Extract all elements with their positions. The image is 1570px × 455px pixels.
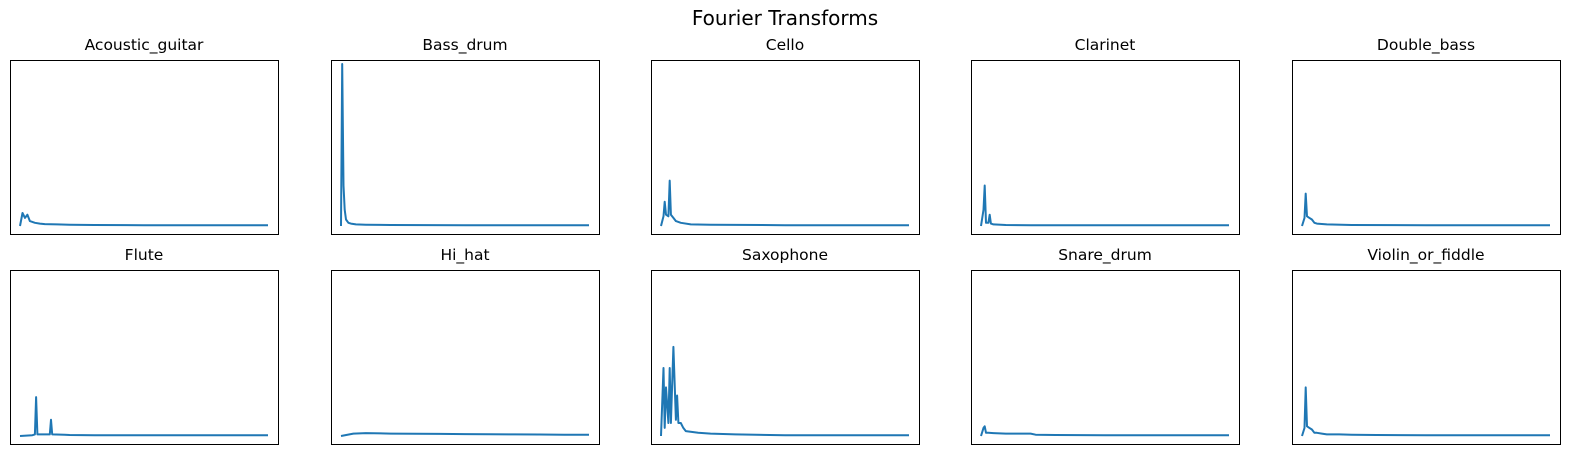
spectrum-line-saxophone — [660, 345, 909, 437]
spectrum-line-snare-drum — [980, 425, 1229, 437]
axes-frame-acoustic-guitar — [10, 60, 279, 235]
axes-frame-violin-or-fiddle — [1292, 270, 1561, 445]
axes-frame-hi-hat — [331, 270, 600, 445]
spectrum-line-acoustic-guitar — [19, 212, 268, 227]
spectrum-line-cello — [660, 179, 909, 227]
panel-title-double-bass: Double_bass — [1376, 36, 1476, 54]
axes-frame-snare-drum — [971, 270, 1240, 445]
axes-frame-flute — [10, 270, 279, 445]
spectrum-line-hi-hat — [340, 432, 589, 437]
panel-title-violin-or-fiddle: Violin_or_fiddle — [1367, 246, 1485, 264]
axes-frame-clarinet — [971, 60, 1240, 235]
panel-title-saxophone: Saxophone — [741, 246, 829, 264]
spectrum-line-double-bass — [1301, 192, 1550, 227]
axes-frame-saxophone — [651, 270, 920, 445]
spectrum-line-clarinet — [980, 184, 1229, 227]
panel-title-bass-drum: Bass_drum — [422, 36, 508, 54]
spectrum-line-violin-or-fiddle — [1301, 386, 1550, 437]
spectrum-line-bass-drum — [340, 63, 589, 227]
panel-title-acoustic-guitar: Acoustic_guitar — [84, 36, 204, 54]
axes-frame-cello — [651, 60, 920, 235]
axes-frame-double-bass — [1292, 60, 1561, 235]
panel-title-flute: Flute — [124, 246, 164, 264]
panel-title-snare-drum: Snare_drum — [1058, 246, 1152, 264]
panel-title-clarinet: Clarinet — [1074, 36, 1136, 54]
panel-title-hi-hat: Hi_hat — [440, 246, 490, 264]
figure-title: Fourier Transforms — [691, 6, 879, 30]
panel-title-cello: Cello — [765, 36, 805, 54]
axes-frame-bass-drum — [331, 60, 600, 235]
spectrum-line-flute — [19, 396, 268, 437]
